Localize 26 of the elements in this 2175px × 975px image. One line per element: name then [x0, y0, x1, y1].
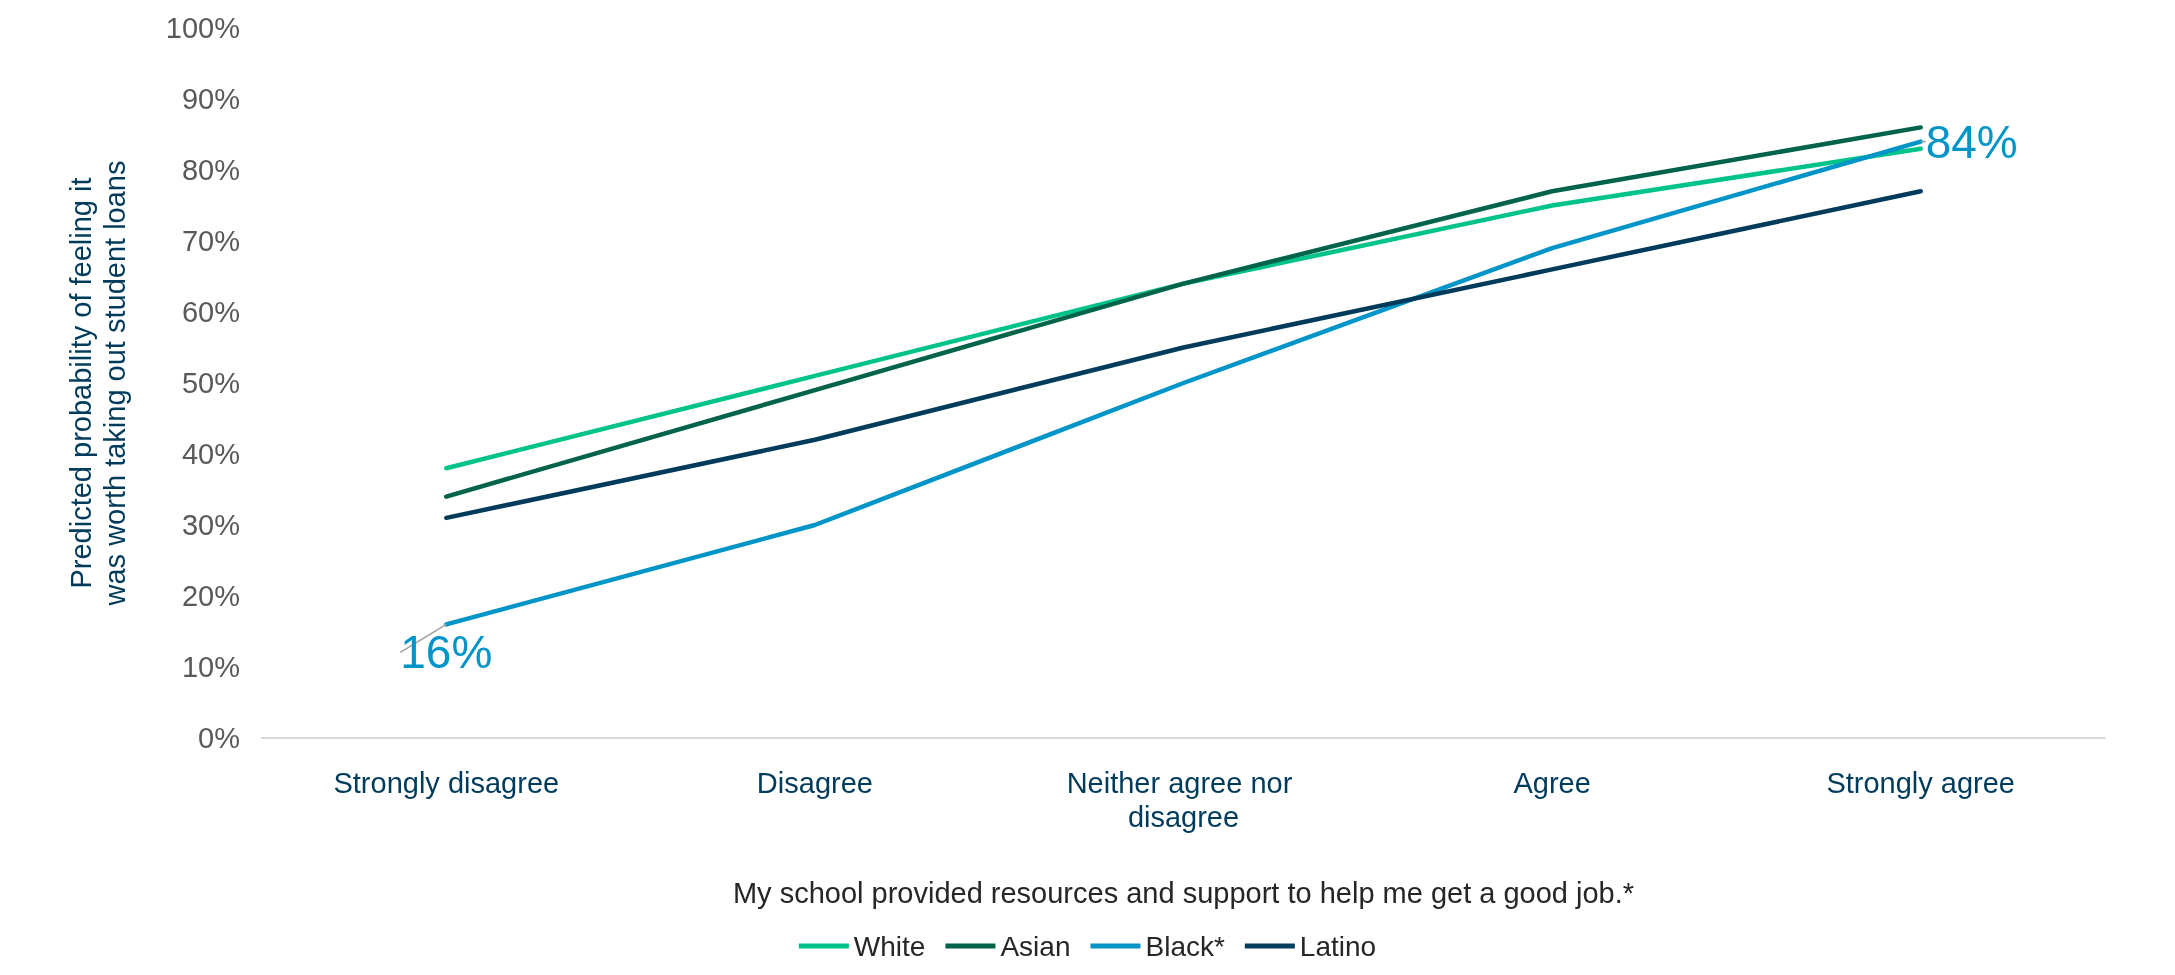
y-tick-label: 50%	[181, 367, 240, 399]
legend-label: Asian	[1000, 930, 1071, 962]
y-tick-label: 100%	[165, 12, 240, 44]
line-series	[444, 189, 1923, 521]
legend-label: Latino	[1299, 930, 1377, 962]
line-series	[444, 139, 1923, 627]
y-tick-label: 0%	[198, 722, 240, 754]
x-axis-title: My school provided resources and support to help me get a good job.*	[732, 876, 1635, 909]
data-label: 16%	[400, 626, 493, 679]
y-tick-label: 30%	[181, 509, 240, 541]
x-tick-label: Neither agree nor disagree	[1066, 767, 1301, 833]
y-tick-label: 80%	[181, 154, 240, 186]
x-tick-label: Agree	[1513, 767, 1591, 799]
y-tick-label: 60%	[181, 296, 240, 328]
legend-label: White	[853, 930, 926, 962]
x-tick-label: Disagree	[756, 767, 873, 799]
legend-label: Black*	[1145, 930, 1225, 962]
x-tick-label: Strongly agree	[1826, 767, 2016, 799]
y-tick-label: 90%	[181, 83, 240, 115]
y-tick-label: 40%	[181, 438, 240, 470]
y-tick-label: 20%	[181, 580, 240, 612]
data-label: 84%	[1925, 115, 2018, 168]
y-tick-label: 10%	[181, 651, 240, 683]
y-tick-label: 70%	[181, 225, 240, 257]
y-axis-title: Predicted probability of feeling it was worth taking out student loans	[65, 160, 131, 607]
x-tick-label: Strongly disagree	[333, 767, 560, 799]
